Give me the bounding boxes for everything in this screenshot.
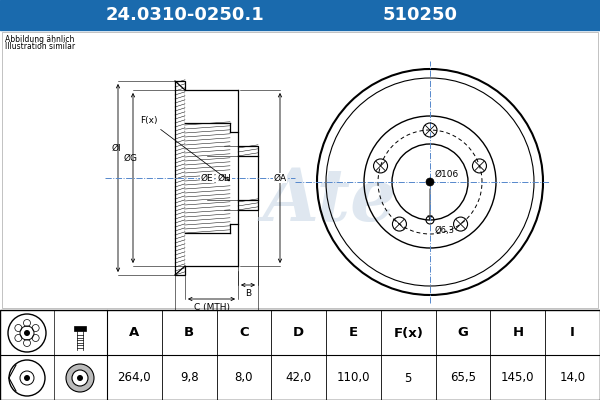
Text: F(x): F(x): [140, 116, 229, 181]
Text: Illustration similar: Illustration similar: [5, 42, 75, 51]
Text: ØH: ØH: [217, 174, 231, 182]
Text: 145,0: 145,0: [501, 372, 535, 384]
Text: B: B: [184, 326, 194, 340]
Text: 14,0: 14,0: [560, 372, 586, 384]
Circle shape: [24, 330, 30, 336]
Text: 5: 5: [404, 372, 412, 384]
Bar: [238, 146, 258, 210]
Text: Ate: Ate: [263, 164, 397, 236]
Text: E: E: [349, 326, 358, 340]
Text: H: H: [512, 326, 523, 340]
Bar: [175, 81, 185, 275]
Text: Abbildung ähnlich: Abbildung ähnlich: [5, 35, 74, 44]
Text: Ø6,3: Ø6,3: [435, 226, 455, 235]
Text: C: C: [239, 326, 249, 340]
Text: A: A: [129, 326, 140, 340]
Text: C (MTH): C (MTH): [193, 303, 229, 312]
Text: ØA: ØA: [274, 174, 287, 182]
Text: ØE: ØE: [200, 174, 214, 182]
Text: 24.0310-0250.1: 24.0310-0250.1: [106, 6, 265, 24]
Circle shape: [66, 364, 94, 392]
Bar: [0, 30, 600, 310]
Bar: [0, 310, 600, 400]
Text: 264,0: 264,0: [118, 372, 151, 384]
Bar: [185, 90, 238, 266]
Circle shape: [77, 375, 83, 381]
Text: 110,0: 110,0: [337, 372, 370, 384]
Circle shape: [426, 178, 434, 186]
Text: 65,5: 65,5: [450, 372, 476, 384]
Text: 8,0: 8,0: [235, 372, 253, 384]
Text: ØI: ØI: [111, 144, 121, 152]
Text: F(x): F(x): [394, 326, 423, 340]
Bar: [2, 32, 598, 308]
Circle shape: [72, 370, 88, 386]
Text: I: I: [570, 326, 575, 340]
Text: 510250: 510250: [383, 6, 458, 24]
Text: B: B: [245, 289, 251, 298]
Text: D: D: [213, 317, 220, 326]
Bar: [77, 335, 83, 350]
Bar: [0, 0, 600, 30]
Text: G: G: [458, 326, 469, 340]
Bar: [74, 326, 86, 331]
Text: ØG: ØG: [124, 154, 138, 162]
Text: 42,0: 42,0: [286, 372, 312, 384]
Circle shape: [24, 375, 30, 381]
Text: D: D: [293, 326, 304, 340]
Text: Ø106: Ø106: [435, 170, 459, 178]
Text: 9,8: 9,8: [180, 372, 199, 384]
